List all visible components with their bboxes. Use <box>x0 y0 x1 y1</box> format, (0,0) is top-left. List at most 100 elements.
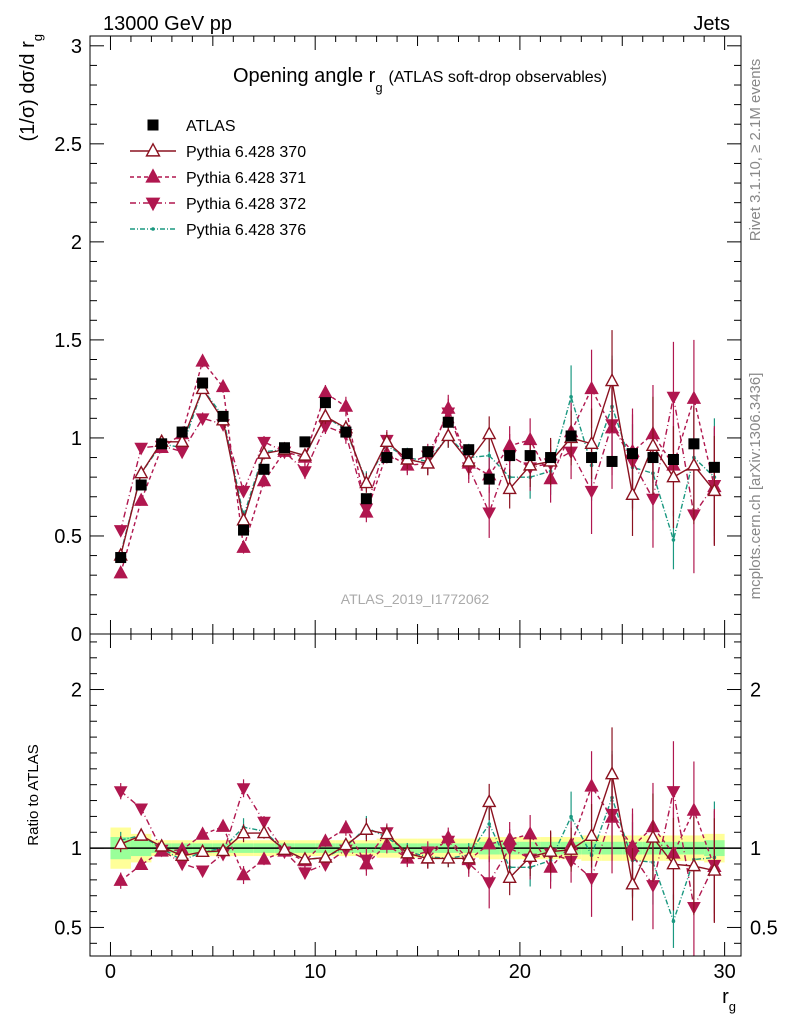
ratio-y-tick-label-left: 0.5 <box>54 917 82 939</box>
series-2-point <box>441 400 456 414</box>
series-2-ratio-point <box>113 872 128 886</box>
x-tick-label: 20 <box>509 961 531 983</box>
series-0-point <box>422 446 434 458</box>
series-1-point <box>584 435 599 450</box>
main-y-axis-label-subscript: g <box>30 34 45 41</box>
series-0-point <box>545 452 557 464</box>
series-1-point <box>707 482 722 497</box>
series-0-point <box>135 479 147 491</box>
series-1-ratio-point <box>154 838 169 852</box>
series-2-ratio-point <box>686 802 702 816</box>
series-4-ratio-point <box>671 919 676 924</box>
series-3-ratio-point <box>257 816 271 830</box>
main-data-marks <box>113 330 722 579</box>
series-2-point <box>215 378 231 393</box>
series-1-point <box>625 486 640 500</box>
series-3-point <box>134 442 149 456</box>
header-energy-label: 13000 GeV pp <box>103 13 232 35</box>
x-tick-label: 30 <box>713 961 735 983</box>
legend-entry-1: Pythia 6.428 370 <box>130 142 306 161</box>
series-0-point <box>381 452 393 464</box>
series-0-point <box>340 426 352 438</box>
series-1-ratio-point <box>441 850 456 864</box>
legend-entry-0: ATLAS <box>147 118 236 135</box>
main-y-tick-label: 0 <box>71 624 82 646</box>
legend-marker <box>147 119 159 131</box>
legend-label: ATLAS <box>186 118 236 135</box>
series-0-point <box>463 444 475 456</box>
x-axis-label-subscript: g <box>729 999 736 1014</box>
main-panel: 00.511.522.53 Opening angle rg(ATLAS sof… <box>17 34 742 646</box>
series-4-ratio-point <box>487 822 491 826</box>
series-2-point <box>113 565 128 579</box>
series-2-ratio-point <box>522 826 538 840</box>
legend-entry-4: Pythia 6.428 376 <box>130 222 306 239</box>
series-1-point <box>174 433 190 448</box>
series-4-line <box>120 387 715 554</box>
chart-title: Opening angle rg (ATLAS soft-drop observa… <box>233 65 607 95</box>
series-0-point <box>258 463 270 475</box>
series-0-point <box>360 493 372 505</box>
legend-marker <box>145 142 161 157</box>
series-2-ratio-point <box>379 836 395 850</box>
legend-marker <box>151 227 155 231</box>
main-y-tick-label: 0.5 <box>54 526 82 548</box>
series-1-ratio-point <box>543 843 558 857</box>
series-2-ratio-point <box>195 826 210 840</box>
series-0-point <box>238 524 250 536</box>
series-2-point <box>256 472 272 487</box>
series-1-ratio-point <box>195 843 210 858</box>
ratio-y-tick-label-right: 0.5 <box>750 917 778 939</box>
ratio-panel-frame <box>89 633 742 957</box>
series-4-point <box>487 453 491 458</box>
main-y-tick-label: 2.5 <box>54 134 82 156</box>
series-2-point <box>236 539 251 553</box>
series-0-point <box>565 430 577 442</box>
series-2-point <box>338 398 354 412</box>
series-0-point <box>156 438 168 450</box>
series-1-point <box>441 427 456 442</box>
series-4-ratio-line <box>120 795 715 924</box>
series-2-point <box>584 380 599 395</box>
series-3-point <box>646 493 660 507</box>
series-2-ratio-point <box>502 831 517 845</box>
series-2-ratio-point <box>318 833 333 847</box>
series-1-point <box>666 469 681 483</box>
series-1-ratio-point <box>584 827 599 842</box>
series-2-point <box>318 384 333 399</box>
series-0-point <box>217 410 229 422</box>
series-1-ratio-point <box>420 850 435 864</box>
series-1-point <box>461 453 476 467</box>
header-jets-label: Jets <box>693 13 730 35</box>
series-0-point <box>442 416 454 428</box>
main-y-axis-label-main: (1/σ) dσ/d r <box>17 41 39 142</box>
series-1-point <box>134 465 149 479</box>
series-1-ratio-point <box>256 824 272 839</box>
legend-label: Pythia 6.428 376 <box>186 222 306 239</box>
rivet-version-label: Rivet 3.1.10, ≥ 2.1M events <box>747 59 764 242</box>
series-2-ratio-line <box>120 784 716 882</box>
series-0-point <box>627 448 638 460</box>
ratio-panel: 0.5 0.5 1 1 2 2 Ratio to ATLAS <box>25 620 778 957</box>
series-1-ratio-point <box>297 851 313 865</box>
series-4-point <box>671 538 676 542</box>
legend-label: Pythia 6.428 372 <box>186 196 306 213</box>
series-3-ratio-point <box>195 865 210 879</box>
series-3-point <box>257 436 271 450</box>
series-0-point <box>688 438 700 450</box>
series-2-point <box>195 353 210 367</box>
series-2-ratio-point <box>256 851 272 865</box>
legend-entry-2: Pythia 6.428 371 <box>130 168 306 187</box>
series-0-point <box>278 442 290 454</box>
ratio-y-tick-label-right: 1 <box>750 838 761 860</box>
series-1-point <box>604 373 620 387</box>
series-1-ratio-point <box>686 858 702 872</box>
series-4-point <box>569 394 573 399</box>
series-0-point <box>667 454 679 466</box>
x-axis-tick-labels: 0 10 20 30 <box>105 961 736 983</box>
series-1-ratio-point <box>400 845 415 859</box>
series-1-ratio-point <box>236 825 251 839</box>
main-y-tick-label: 2 <box>71 232 82 254</box>
ratio-y-tick-label-left: 2 <box>71 680 82 702</box>
